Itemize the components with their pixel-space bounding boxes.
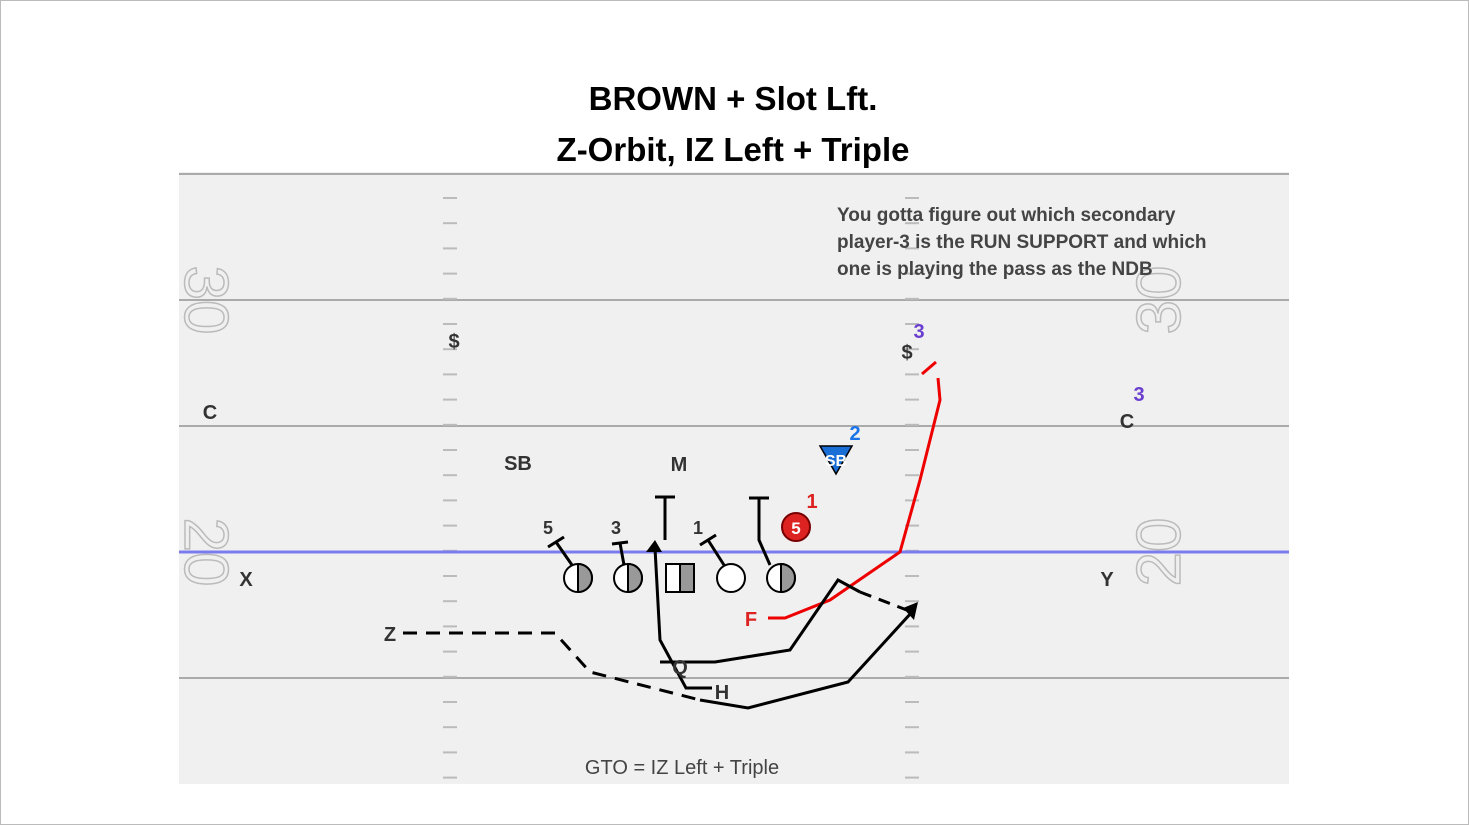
note: one is playing the pass as the NDB (837, 259, 1153, 280)
offensive-line (563, 562, 796, 594)
lineman (716, 563, 746, 593)
route (653, 547, 712, 690)
route (403, 631, 701, 702)
yard-number: 30 (171, 266, 240, 335)
route (699, 610, 914, 710)
technique: 5 (543, 518, 553, 538)
read-number: 2 (849, 423, 860, 445)
defender: C (1120, 411, 1134, 433)
route (859, 590, 913, 614)
defender: C (203, 402, 217, 424)
defender: M (671, 454, 688, 476)
technique: 3 (611, 518, 621, 538)
defender: SB (504, 453, 532, 475)
block-mark (921, 360, 937, 376)
lineman-shade (780, 562, 796, 594)
yard-number: 30 (1125, 266, 1194, 335)
arrow (646, 540, 662, 552)
player: Y (1100, 569, 1114, 591)
lineman-shade (577, 562, 593, 594)
player: X (239, 569, 253, 591)
defender-circle (781, 512, 811, 542)
lineman-shade (627, 562, 643, 594)
route (768, 377, 942, 620)
defender: SB (825, 453, 847, 470)
player: H (715, 682, 729, 704)
block-mark (699, 533, 726, 566)
read-number: 1 (806, 491, 817, 513)
hash-marks (443, 197, 919, 779)
field-bg (179, 172, 1289, 784)
player: Q (672, 657, 688, 679)
defender: 5 (791, 519, 800, 538)
player: F (745, 609, 757, 631)
player: Z (384, 624, 396, 646)
block-mark (655, 495, 675, 540)
defender: $ (448, 331, 459, 353)
technique: 1 (693, 518, 703, 538)
defender: $ (901, 342, 912, 364)
route (660, 578, 861, 664)
note: You gotta figure out which secondary (837, 205, 1176, 226)
block-mark (611, 540, 629, 566)
read-number: 3 (913, 321, 924, 343)
read-number: 3 (1133, 384, 1144, 406)
sam-triangle (818, 445, 854, 476)
title: Z-Orbit, IZ Left + Triple (557, 131, 910, 168)
note: player-3 is the RUN SUPPORT and which (837, 232, 1207, 253)
block-mark (749, 496, 772, 566)
block-mark (547, 535, 574, 566)
arrow (903, 602, 918, 620)
footer: GTO = IZ Left + Triple (585, 757, 779, 779)
field (179, 172, 1289, 784)
title: BROWN + Slot Lft. (589, 80, 878, 117)
center-shade (679, 563, 695, 593)
